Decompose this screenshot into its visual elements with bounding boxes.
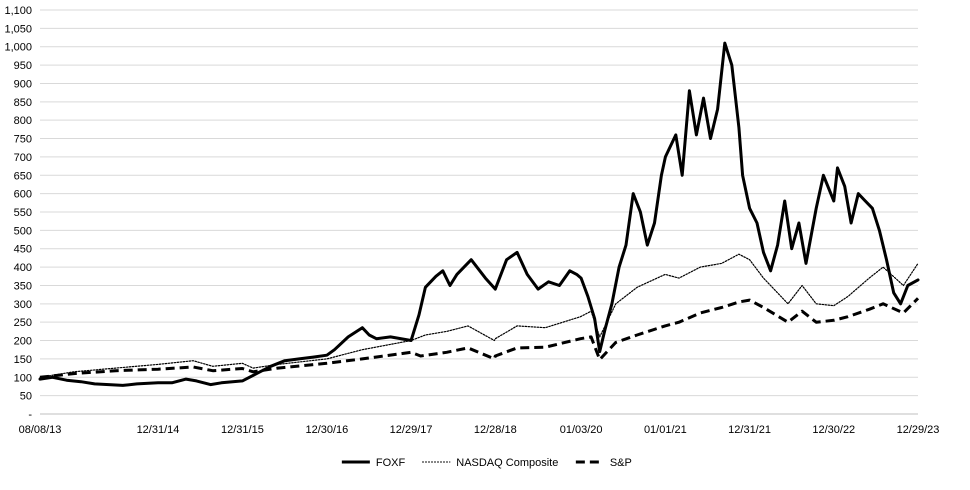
y-tick-label: 1,000 <box>4 42 32 54</box>
gridlines <box>40 9 918 415</box>
series-lines <box>38 41 920 387</box>
y-tick-label: 800 <box>14 115 32 127</box>
y-tick-label: 850 <box>14 97 32 109</box>
y-axis: - 50 100 150 200 250 300 350 400 450 500 550 600 650 7… <box>4 5 32 421</box>
y-tick-label: - <box>28 409 32 421</box>
x-tick-label: 01/01/21 <box>644 424 687 436</box>
x-tick-label: 12/29/17 <box>390 424 433 436</box>
y-tick-label: 950 <box>14 60 32 72</box>
y-tick-label: 400 <box>14 262 32 274</box>
series-line-0 <box>38 41 920 387</box>
series-line-2 <box>39 297 920 379</box>
legend-label: FOXF <box>376 457 406 469</box>
y-tick-label: 50 <box>20 391 32 403</box>
y-tick-label: 650 <box>14 170 32 182</box>
x-tick-label: 01/03/20 <box>560 424 603 436</box>
x-tick-label: 12/28/18 <box>474 424 517 436</box>
x-tick-label: 12/30/16 <box>305 424 348 436</box>
legend: FOXF NASDAQ Composite S&P <box>341 457 632 469</box>
legend-label: NASDAQ Composite <box>456 457 558 469</box>
x-tick-label: 12/29/23 <box>897 424 940 436</box>
x-axis: 08/08/13 12/31/14 12/31/15 12/30/16 12/29/17… <box>19 424 940 436</box>
legend-label: S&P <box>610 457 632 469</box>
x-tick-label: 08/08/13 <box>19 424 62 436</box>
y-tick-label: 150 <box>14 354 32 366</box>
y-tick-label: 450 <box>14 244 32 256</box>
y-tick-label: 1,050 <box>4 23 32 35</box>
y-tick-label: 1,100 <box>4 5 32 17</box>
y-tick-label: 550 <box>14 207 32 219</box>
x-tick-label: 12/31/15 <box>221 424 264 436</box>
y-tick-label: 500 <box>14 225 32 237</box>
x-tick-label: 12/30/22 <box>812 424 855 436</box>
y-tick-label: 350 <box>14 280 32 292</box>
x-tick-label: 12/31/14 <box>137 424 180 436</box>
y-tick-label: 300 <box>14 299 32 311</box>
y-tick-label: 700 <box>14 152 32 164</box>
y-tick-label: 900 <box>14 78 32 90</box>
x-tick-label: 12/31/21 <box>728 424 771 436</box>
y-tick-label: 750 <box>14 134 32 146</box>
y-tick-label: 200 <box>14 336 32 348</box>
y-tick-label: 250 <box>14 317 32 329</box>
series-line-1 <box>39 253 919 378</box>
y-tick-label: 600 <box>14 189 32 201</box>
y-tick-label: 100 <box>14 372 32 384</box>
